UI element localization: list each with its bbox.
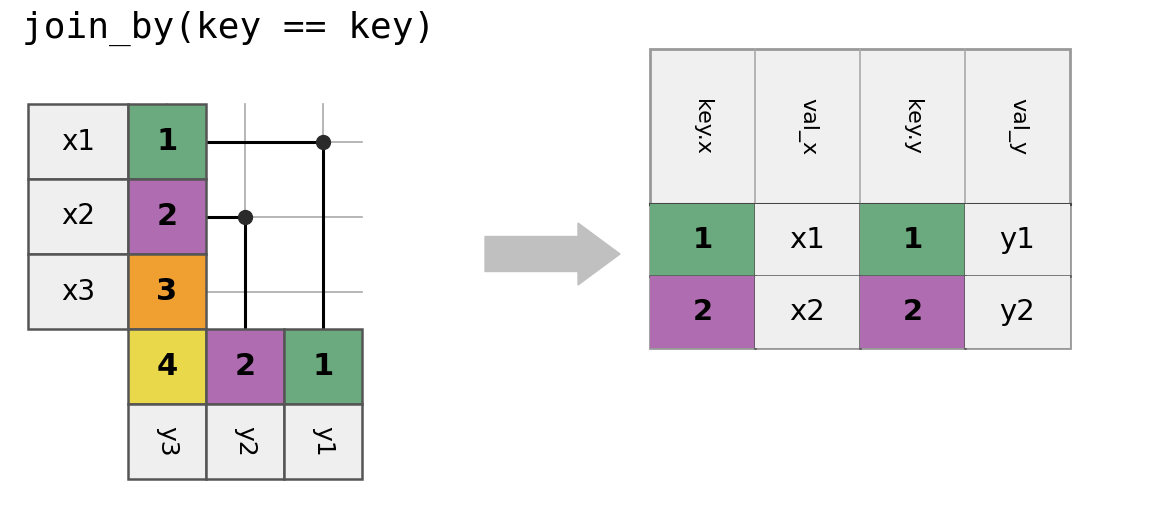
Bar bbox=[206, 404, 285, 479]
Text: x2: x2 bbox=[61, 203, 94, 231]
Text: y3: y3 bbox=[155, 426, 180, 457]
Bar bbox=[285, 404, 361, 479]
Text: 4: 4 bbox=[156, 352, 177, 381]
Point bbox=[314, 137, 332, 145]
Text: val_y: val_y bbox=[1007, 98, 1028, 155]
Bar bbox=[861, 276, 965, 348]
Bar bbox=[649, 204, 756, 276]
Bar bbox=[28, 104, 128, 179]
Text: 1: 1 bbox=[312, 352, 333, 381]
Text: val_x: val_x bbox=[798, 98, 819, 155]
Text: 2: 2 bbox=[234, 352, 255, 381]
Point bbox=[236, 212, 254, 221]
FancyArrow shape bbox=[485, 223, 620, 285]
Text: x2: x2 bbox=[789, 298, 826, 326]
Bar bbox=[206, 329, 285, 404]
Text: 1: 1 bbox=[902, 226, 922, 254]
Text: x1: x1 bbox=[789, 226, 826, 254]
Bar bbox=[965, 204, 1070, 276]
Text: 2: 2 bbox=[902, 298, 922, 326]
Text: y1: y1 bbox=[999, 226, 1035, 254]
Text: y1: y1 bbox=[311, 426, 335, 457]
Bar bbox=[128, 404, 206, 479]
Bar bbox=[128, 179, 206, 254]
Bar bbox=[861, 204, 965, 276]
Text: y2: y2 bbox=[233, 426, 257, 457]
Bar bbox=[128, 254, 206, 329]
Text: 1: 1 bbox=[156, 127, 177, 156]
Text: key.x: key.x bbox=[693, 98, 712, 154]
Text: key.y: key.y bbox=[902, 98, 922, 154]
Bar bbox=[28, 254, 128, 329]
Bar bbox=[128, 104, 206, 179]
Text: x3: x3 bbox=[61, 278, 96, 306]
Text: 2: 2 bbox=[156, 202, 177, 231]
Text: 2: 2 bbox=[693, 298, 712, 326]
Bar bbox=[756, 204, 861, 276]
Bar bbox=[649, 49, 1070, 348]
Text: x1: x1 bbox=[61, 127, 94, 156]
Bar bbox=[285, 329, 361, 404]
Bar bbox=[28, 179, 128, 254]
Text: 3: 3 bbox=[156, 277, 177, 306]
Text: 1: 1 bbox=[693, 226, 712, 254]
Text: join_by(key == key): join_by(key == key) bbox=[22, 11, 435, 46]
Text: y2: y2 bbox=[999, 298, 1035, 326]
Bar bbox=[649, 276, 756, 348]
Bar bbox=[965, 276, 1070, 348]
Bar bbox=[756, 276, 861, 348]
Bar bbox=[128, 329, 206, 404]
